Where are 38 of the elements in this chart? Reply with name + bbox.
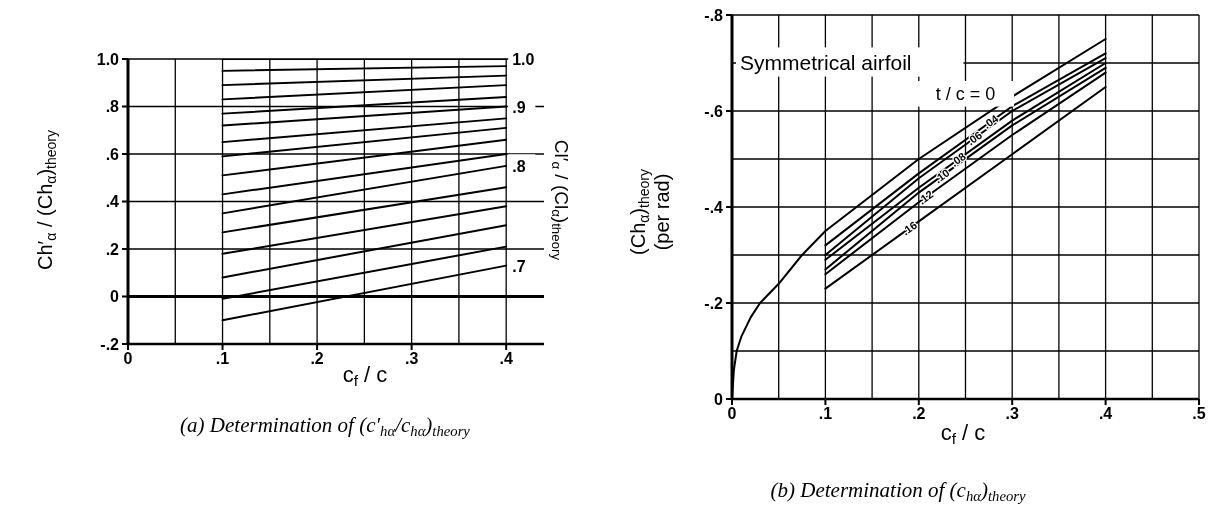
x-axis-title: c$_{f}$ / c [940, 419, 986, 448]
x-tick-label: .2 [912, 405, 926, 423]
x-tick-label: 0 [123, 350, 133, 368]
x-axis-title: c$_{f}$ / c [342, 361, 388, 390]
series-label: 1.0 [512, 50, 535, 68]
y-tick-label: .2 [105, 240, 120, 258]
x-tick-label: .3 [1005, 405, 1019, 423]
annotation: Symmetrical airfoil [740, 50, 912, 74]
series-label: t / c = 0 [935, 83, 996, 104]
x-tick-label: .4 [499, 350, 513, 368]
y-tick-label: 1.0 [96, 50, 120, 68]
x-tick-label: .3 [404, 350, 419, 368]
y-tick-label: .4 [105, 193, 120, 210]
text: .06 [964, 128, 985, 148]
x-tick-label: 0 [727, 405, 737, 423]
x-tick-label: .1 [215, 350, 230, 368]
x-tick-label: .5 [1192, 405, 1206, 423]
y-tick-label: 0 [714, 390, 724, 408]
text: .12 [916, 187, 936, 207]
y-tick-label: -.2 [100, 335, 120, 353]
y-tick-label: -.2 [704, 294, 724, 312]
y-tick-label: .6 [105, 145, 120, 163]
y-tick-label: 0 [110, 288, 120, 305]
text: .04 [981, 111, 1002, 131]
series-label: .8 [512, 157, 526, 175]
y-tick-label: -.8 [704, 6, 724, 24]
series-label: .9 [512, 98, 526, 115]
text: .16 [899, 218, 920, 238]
x-tick-label: .1 [818, 405, 833, 423]
y-tick-label: -.4 [704, 198, 724, 216]
y-tick-label: -.6 [704, 102, 724, 120]
text: (b) Determination of (c$_{hα}$)$_{theory}$ [770, 478, 1026, 505]
series-label: .7 [512, 257, 526, 275]
x-tick-label: .2 [310, 350, 324, 368]
y-tick-label: .8 [105, 98, 120, 115]
text: .10 [932, 166, 952, 186]
text: (a) Determination of (c′$_{hα}$/c$_{hα}$)$_{theory}$ [180, 413, 471, 440]
x-tick-label: .4 [1098, 405, 1113, 423]
